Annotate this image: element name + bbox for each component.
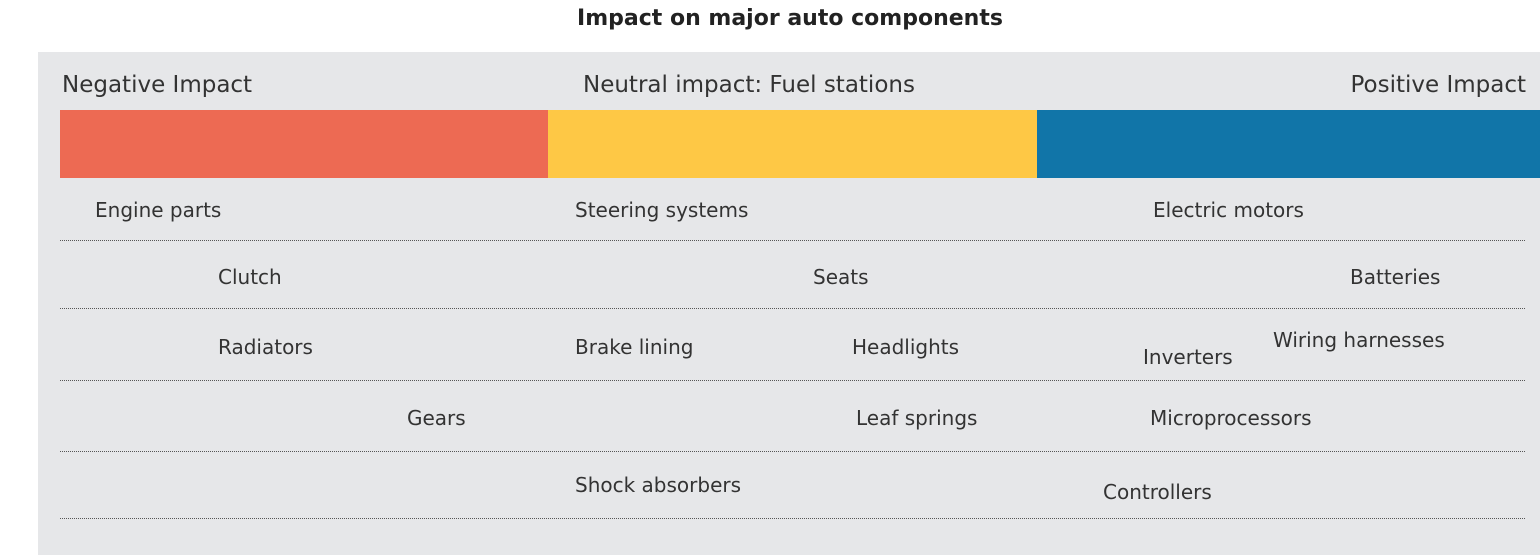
impact-bar (548, 110, 1037, 178)
component-label: Gears (407, 406, 466, 430)
impact-bar (1037, 110, 1540, 178)
component-label: Shock absorbers (575, 473, 742, 497)
component-label: Radiators (218, 335, 313, 359)
impact-label: Neutral impact: Fuel stations (583, 72, 915, 98)
impact-label: Positive Impact (1350, 72, 1526, 98)
component-label: Wiring harnesses (1273, 328, 1445, 352)
component-label: Inverters (1143, 345, 1233, 369)
row-divider (60, 380, 1525, 381)
component-label: Microprocessors (1150, 406, 1312, 430)
impact-label: Negative Impact (62, 72, 253, 98)
component-label: Steering systems (575, 198, 749, 222)
component-label: Clutch (218, 265, 282, 289)
component-label: Controllers (1103, 480, 1212, 504)
component-label: Headlights (852, 335, 960, 359)
row-divider (60, 240, 1525, 241)
component-label: Engine parts (95, 198, 222, 222)
row-divider (60, 308, 1525, 309)
row-divider (60, 518, 1525, 519)
component-label: Seats (813, 265, 869, 289)
component-label: Electric motors (1153, 198, 1304, 222)
title: Impact on major auto components (577, 6, 1003, 31)
component-label: Batteries (1350, 265, 1441, 289)
component-label: Leaf springs (856, 406, 978, 430)
row-divider (60, 451, 1525, 452)
component-label: Brake lining (575, 335, 694, 359)
impact-bar (60, 110, 548, 178)
